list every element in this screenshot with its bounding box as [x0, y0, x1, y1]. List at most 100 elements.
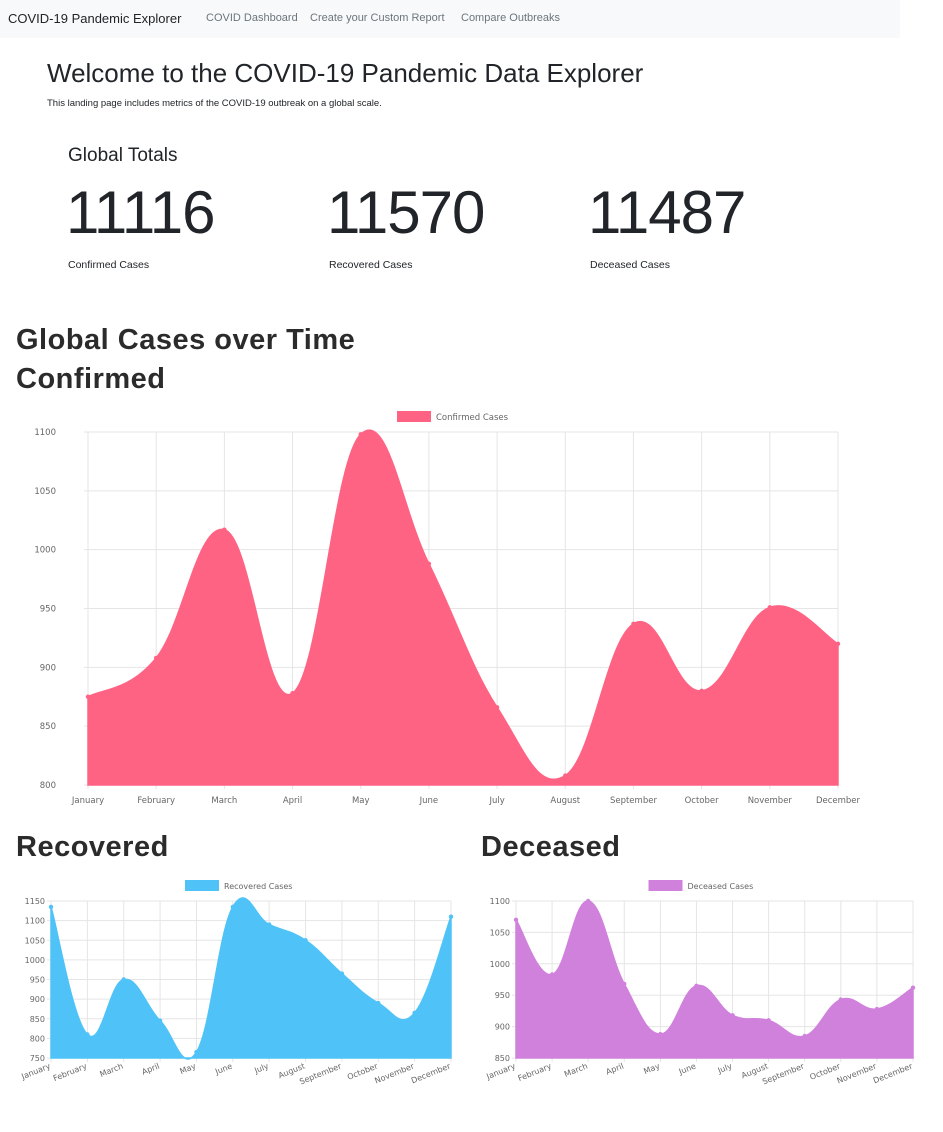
nav-covid-dashboard[interactable]: COVID Dashboard — [206, 12, 298, 24]
recovered-x-tick-label: October — [346, 1061, 380, 1082]
confirmed-data-point — [563, 773, 568, 778]
confirmed-x-tick-label: June — [419, 796, 439, 806]
confirmed-x-tick-label: May — [352, 796, 370, 806]
deceased-data-point — [730, 1013, 735, 1018]
confirmed-data-point — [85, 694, 91, 699]
recovered-data-point — [412, 1010, 417, 1016]
recovered-data-point — [121, 977, 126, 982]
global-totals-title: Global Totals — [68, 145, 178, 166]
confirmed-x-tick-label: January — [71, 796, 104, 806]
deceased-data-point — [622, 981, 627, 987]
recovered-x-tick-label: March — [98, 1062, 124, 1079]
confirmed-y-tick-label: 1100 — [34, 428, 56, 438]
confirmed-x-tick-label: October — [685, 796, 720, 806]
recovered-y-tick-label: 1100 — [25, 917, 45, 926]
recovered-data-point — [157, 1018, 163, 1023]
confirmed-y-tick-label: 1000 — [34, 546, 56, 556]
recovered-x-tick-label: February — [52, 1061, 88, 1083]
deceased-y-tick-label: 900 — [495, 1023, 510, 1032]
recovered-y-tick-label: 950 — [30, 976, 45, 985]
confirmed-y-tick-label: 900 — [40, 663, 56, 673]
page-subtitle: This landing page includes metrics of th… — [47, 98, 382, 109]
confirmed-x-tick-label: July — [488, 796, 504, 806]
recovered-total-value: 11570 — [327, 179, 485, 246]
deceased-data-point — [658, 1031, 663, 1037]
confirmed-data-point — [222, 527, 227, 532]
confirmed-data-point — [426, 561, 432, 566]
recovered-y-tick-label: 750 — [30, 1054, 45, 1063]
deceased-total-label: Deceased Cases — [590, 259, 670, 271]
recovered-y-tick-label: 1050 — [25, 936, 45, 945]
navbar: COVID-19 Pandemic Explorer COVID Dashboa… — [0, 0, 900, 38]
recovered-x-tick-label: June — [213, 1061, 234, 1076]
recovered-x-tick-label: November — [373, 1061, 416, 1085]
deceased-data-point — [549, 972, 555, 977]
cases-over-time-heading: Global Cases over Time — [16, 324, 356, 356]
recovered-x-tick-label: May — [178, 1061, 197, 1076]
deceased-x-tick-label: October — [809, 1061, 843, 1082]
deceased-x-tick-label: April — [605, 1062, 625, 1077]
recovered-data-point — [230, 904, 236, 910]
recovered-x-tick-label: December — [410, 1061, 452, 1085]
confirmed-data-point — [835, 641, 841, 646]
nav-custom-report[interactable]: Create your Custom Report — [310, 12, 445, 24]
deceased-y-tick-label: 1000 — [490, 960, 510, 969]
recovered-y-tick-label: 850 — [30, 1015, 45, 1024]
deceased-data-point — [766, 1018, 771, 1023]
confirmed-data-point — [631, 621, 636, 626]
brand-link[interactable]: COVID-19 Pandemic Explorer — [8, 11, 182, 26]
recovered-data-point — [48, 904, 54, 910]
confirmed-area-series — [87, 429, 839, 786]
recovered-y-tick-label: 1150 — [25, 897, 45, 906]
deceased-x-tick-label: June — [677, 1061, 698, 1076]
confirmed-data-point — [494, 705, 500, 710]
deceased-total-value: 11487 — [588, 179, 746, 246]
recovered-legend-swatch — [185, 880, 219, 891]
deceased-data-point — [802, 1033, 807, 1039]
recovered-area-series — [50, 897, 452, 1060]
deceased-x-tick-label: February — [517, 1061, 553, 1083]
recovered-data-point — [85, 1032, 90, 1037]
deceased-y-tick-label: 1100 — [490, 897, 510, 906]
deceased-heading: Deceased — [481, 831, 621, 863]
deceased-x-tick-label: March — [563, 1062, 589, 1079]
page-title: Welcome to the COVID-19 Pandemic Data Ex… — [47, 58, 644, 88]
recovered-legend-label: Recovered Cases — [224, 882, 292, 891]
confirmed-data-point — [153, 655, 159, 661]
recovered-x-tick-label: August — [277, 1062, 306, 1081]
recovered-x-tick-label: September — [298, 1061, 343, 1086]
deceased-y-tick-label: 950 — [495, 991, 510, 1000]
confirmed-total-label: Confirmed Cases — [68, 259, 150, 271]
recovered-x-tick-label: April — [141, 1062, 161, 1077]
recovered-data-point — [266, 922, 272, 927]
confirmed-legend-label: Confirmed Cases — [436, 413, 509, 423]
deceased-y-tick-label: 850 — [495, 1054, 510, 1063]
deceased-data-point — [874, 1006, 880, 1012]
recovered-y-tick-label: 900 — [30, 995, 45, 1004]
confirmed-x-tick-label: February — [137, 796, 175, 806]
confirmed-x-tick-label: December — [816, 796, 861, 806]
confirmed-x-tick-label: November — [748, 796, 793, 806]
confirmed-data-point — [358, 432, 363, 437]
confirmed-y-tick-label: 1050 — [34, 487, 56, 497]
deceased-x-tick-label: August — [740, 1062, 769, 1081]
recovered-total-label: Recovered Cases — [329, 259, 413, 271]
recovered-x-tick-label: July — [252, 1061, 270, 1075]
recovered-x-tick-label: January — [19, 1061, 52, 1081]
deceased-data-point — [838, 997, 844, 1002]
confirmed-data-point — [290, 691, 295, 696]
deceased-x-tick-label: May — [642, 1061, 661, 1076]
recovered-heading: Recovered — [16, 831, 169, 863]
confirmed-y-tick-label: 800 — [40, 781, 56, 791]
confirmed-data-point — [699, 688, 704, 694]
confirmed-x-tick-label: September — [610, 796, 657, 806]
recovered-data-point — [303, 938, 308, 943]
confirmed-total-value: 11116 — [66, 179, 215, 246]
deceased-legend-label: Deceased Cases — [688, 882, 754, 891]
deceased-area-series — [515, 900, 914, 1059]
nav-compare-outbreaks[interactable]: Compare Outbreaks — [461, 12, 561, 24]
recovered-y-tick-label: 1000 — [25, 956, 45, 965]
deceased-legend-swatch — [648, 880, 683, 891]
recovered-data-point — [448, 914, 454, 919]
